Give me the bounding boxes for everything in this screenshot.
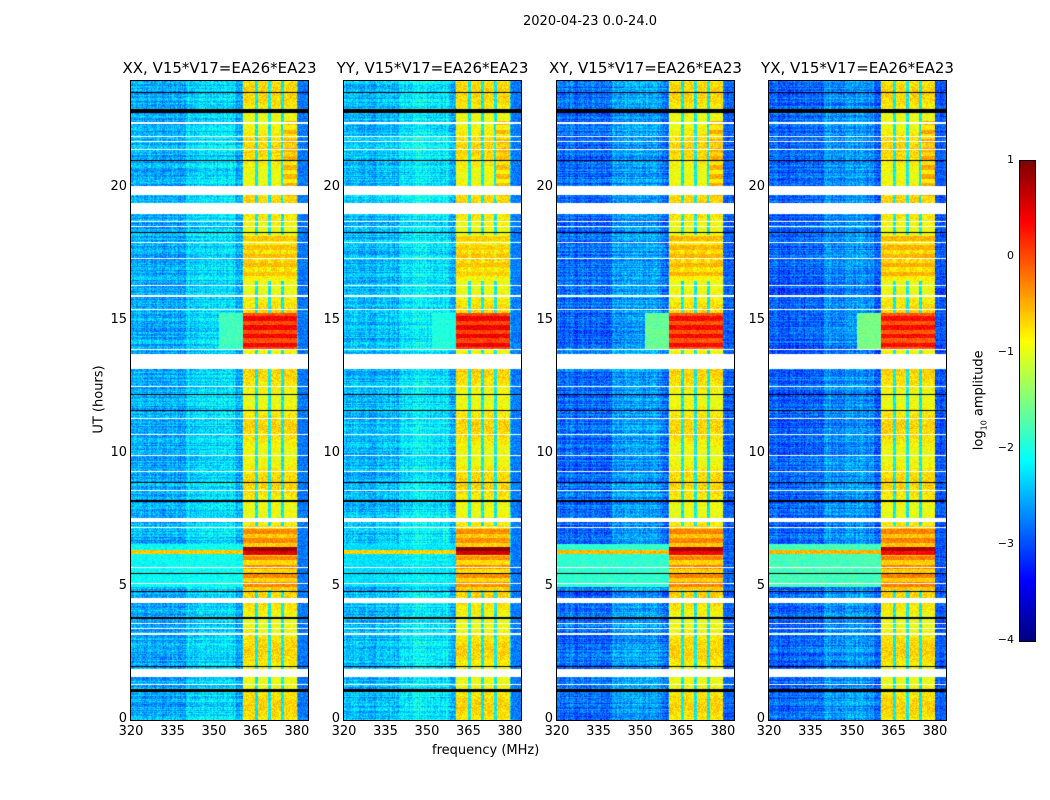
heatmap-image	[344, 81, 521, 720]
x-tick-label: 320	[544, 724, 570, 739]
x-tick-label: 350	[414, 724, 440, 739]
y-tick-label: 0	[544, 711, 553, 726]
x-tick-label: 350	[627, 724, 653, 739]
x-tick-label: 350	[201, 724, 227, 739]
y-tick-label: 10	[536, 444, 553, 460]
y-tick-label: 15	[536, 311, 553, 327]
y-tick-label: 0	[118, 711, 127, 726]
x-tick-label: 365	[881, 724, 906, 739]
y-tick-label: 0	[756, 711, 765, 726]
y-tick-label: 15	[110, 311, 127, 327]
x-tick-label: 350	[839, 724, 865, 739]
y-tick-label: 15	[323, 311, 340, 327]
y-tick-label: 20	[323, 178, 340, 194]
colorbar-tick-label: −4	[997, 633, 1014, 646]
panel-title: YX, V15*V17=EA26*EA23	[761, 59, 954, 77]
x-tick-label: 335	[373, 724, 398, 739]
y-tick-label: 5	[118, 577, 127, 593]
x-tick-label: 380	[497, 724, 523, 739]
x-tick-label: 335	[586, 724, 611, 739]
y-tick-label: 10	[748, 444, 765, 460]
x-tick-label: 320	[756, 724, 782, 739]
y-tick-label: 10	[323, 444, 340, 460]
colorbar-tick-label: 1	[1007, 153, 1014, 166]
spectrogram-panel	[768, 80, 947, 721]
heatmap-image	[769, 81, 946, 720]
heatmap-image	[131, 81, 308, 720]
heatmap-image	[557, 81, 734, 720]
x-tick-label: 365	[243, 724, 268, 739]
x-tick-label: 380	[922, 724, 948, 739]
spectrogram-panel	[556, 80, 735, 721]
y-tick-label: 20	[748, 178, 765, 194]
colorbar-tick-label: −2	[997, 441, 1014, 454]
x-tick-label: 380	[710, 724, 736, 739]
y-tick-label: 10	[110, 444, 127, 460]
x-tick-label: 335	[798, 724, 823, 739]
x-tick-label: 380	[284, 724, 310, 739]
y-tick-label: 5	[331, 577, 340, 593]
colorbar	[1019, 160, 1036, 642]
x-axis-label: frequency (MHz)	[432, 743, 540, 758]
colorbar-tick-label: −1	[997, 345, 1014, 358]
colorbar-tick-label: 0	[1007, 249, 1014, 262]
colorbar-label: log10 amplitude	[971, 350, 989, 451]
y-tick-label: 20	[110, 178, 127, 194]
colorbar-tick-label: −3	[997, 537, 1014, 550]
figure-title: 2020-04-23 0.0-24.0	[523, 14, 657, 29]
panel-title: XX, V15*V17=EA26*EA23	[122, 59, 317, 77]
x-tick-label: 320	[331, 724, 357, 739]
panel-title: YY, V15*V17=EA26*EA23	[336, 59, 529, 77]
spectrogram-panel	[130, 80, 309, 721]
y-tick-label: 5	[544, 577, 553, 593]
x-tick-label: 365	[456, 724, 481, 739]
y-tick-label: 5	[756, 577, 765, 593]
x-tick-label: 320	[118, 724, 144, 739]
panel-title: XY, V15*V17=EA26*EA23	[549, 59, 742, 77]
y-tick-label: 15	[748, 311, 765, 327]
x-tick-label: 365	[669, 724, 694, 739]
y-tick-label: 20	[536, 178, 553, 194]
spectrogram-panel	[343, 80, 522, 721]
y-axis-label: UT (hours)	[91, 365, 107, 434]
x-tick-label: 335	[160, 724, 185, 739]
y-tick-label: 0	[331, 711, 340, 726]
